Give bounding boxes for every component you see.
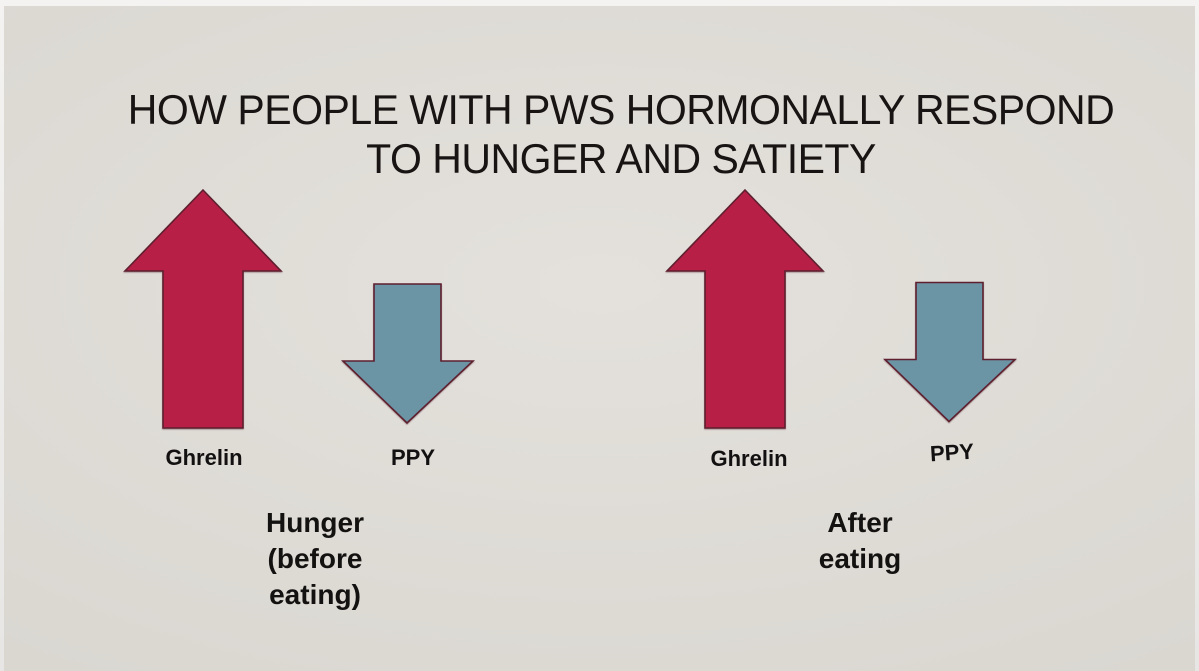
caption-line: Hunger xyxy=(266,507,364,538)
ghrelin-up-arrow-before-eating xyxy=(123,188,283,429)
ppy-label-after-eating: PPY xyxy=(929,438,975,467)
slide-canvas: HOW PEOPLE WITH PWS HORMONALLY RESPOND T… xyxy=(4,6,1195,671)
ghrelin-up-arrow-after-eating xyxy=(665,188,825,429)
caption-line: eating) xyxy=(269,579,361,610)
slide-title-line-2: TO HUNGER AND SATIETY xyxy=(366,135,876,182)
caption-line: (before xyxy=(267,543,363,574)
ppy-down-arrow-after-eating xyxy=(883,281,1017,423)
caption-line: After xyxy=(827,507,893,538)
caption-after-eating: After eating xyxy=(819,505,901,577)
caption-line: eating xyxy=(818,543,902,574)
ppy-label-before-eating: PPY xyxy=(390,445,436,470)
caption-hunger-before-eating: Hunger (before eating) xyxy=(266,505,364,613)
slide-title-line-1: HOW PEOPLE WITH PWS HORMONALLY RESPOND xyxy=(127,86,1115,133)
ppy-down-arrow-before-eating xyxy=(341,283,475,425)
ghrelin-label-before-eating: Ghrelin xyxy=(165,445,243,470)
slide-title: HOW PEOPLE WITH PWS HORMONALLY RESPOND T… xyxy=(42,85,1199,183)
ghrelin-label-after-eating: Ghrelin xyxy=(710,446,788,471)
